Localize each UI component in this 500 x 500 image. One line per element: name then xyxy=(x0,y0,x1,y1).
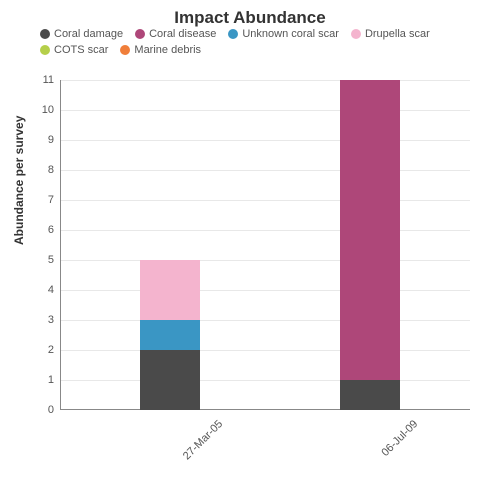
y-tick-label: 2 xyxy=(48,344,54,356)
legend-swatch xyxy=(40,45,50,55)
x-axis-line xyxy=(60,409,470,410)
y-tick-label: 5 xyxy=(48,254,54,266)
legend-swatch xyxy=(120,45,130,55)
grid-line xyxy=(60,260,470,261)
grid-line xyxy=(60,380,470,381)
legend-item: Drupella scar xyxy=(351,28,430,40)
legend-item: Marine debris xyxy=(120,44,201,56)
x-tick-label: 27-Mar-05 xyxy=(181,418,225,462)
legend-swatch xyxy=(40,29,50,39)
bar-segment xyxy=(340,380,400,410)
bar-segment xyxy=(140,320,200,350)
bar-segment xyxy=(140,260,200,320)
y-tick-label: 8 xyxy=(48,164,54,176)
legend: Coral damage Coral disease Unknown coral s… xyxy=(0,28,500,56)
grid-line xyxy=(60,170,470,171)
grid-line xyxy=(60,320,470,321)
grid-line xyxy=(60,140,470,141)
y-tick-label: 1 xyxy=(48,374,54,386)
grid-line xyxy=(60,110,470,111)
legend-swatch xyxy=(135,29,145,39)
legend-swatch xyxy=(228,29,238,39)
legend-label: Marine debris xyxy=(134,44,201,56)
y-tick-label: 10 xyxy=(42,104,54,116)
chart-title: Impact Abundance xyxy=(0,0,500,28)
y-tick-label: 11 xyxy=(43,74,54,86)
legend-label: Drupella scar xyxy=(365,28,430,40)
y-axis-title: Abundance per survey xyxy=(12,116,26,245)
y-axis-line xyxy=(60,80,61,410)
legend-item: Coral disease xyxy=(135,28,216,40)
plot-area: 0123456789101127-Mar-0506-Jul-09 xyxy=(60,80,470,410)
y-tick-label: 6 xyxy=(48,224,54,236)
grid-line xyxy=(60,350,470,351)
y-tick-label: 9 xyxy=(48,134,54,146)
grid-line xyxy=(60,200,470,201)
y-tick-label: 7 xyxy=(48,194,54,206)
legend-label: Coral disease xyxy=(149,28,216,40)
bar-segment xyxy=(340,80,400,380)
legend-label: Unknown coral scar xyxy=(242,28,339,40)
bar-segment xyxy=(140,350,200,410)
y-tick-label: 4 xyxy=(48,284,54,296)
x-tick-label: 06-Jul-09 xyxy=(379,418,420,459)
legend-label: Coral damage xyxy=(54,28,123,40)
legend-item: COTS scar xyxy=(40,44,108,56)
y-tick-label: 0 xyxy=(48,404,54,416)
y-tick-label: 3 xyxy=(48,314,54,326)
legend-item: Coral damage xyxy=(40,28,123,40)
legend-label: COTS scar xyxy=(54,44,108,56)
grid-line xyxy=(60,230,470,231)
grid-line xyxy=(60,290,470,291)
legend-swatch xyxy=(351,29,361,39)
grid-line xyxy=(60,80,470,81)
legend-item: Unknown coral scar xyxy=(228,28,339,40)
